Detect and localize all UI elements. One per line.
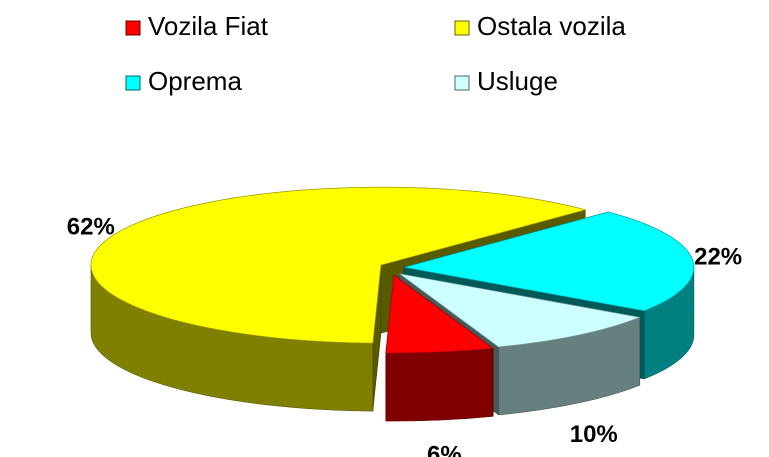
legend-swatch [125,20,141,36]
data-label: 22% [694,243,742,270]
legend-swatch [454,75,470,91]
slice-top [399,273,642,348]
legend-label: Ostala vozila [477,11,626,41]
slice [385,274,495,422]
slice-top [403,211,695,312]
data-label: 62% [67,213,115,240]
data-label: 10% [570,421,618,448]
data-label: 6% [427,441,462,457]
legend-swatch [454,20,470,36]
legend-swatch [125,75,141,91]
legend-label: Usluge [477,66,558,96]
slice [399,273,642,416]
slice-side [385,348,494,422]
slice-top [90,186,587,344]
slice-top [385,274,495,354]
legend-label: Oprema [148,66,242,96]
legend-label: Vozila Fiat [148,11,269,41]
